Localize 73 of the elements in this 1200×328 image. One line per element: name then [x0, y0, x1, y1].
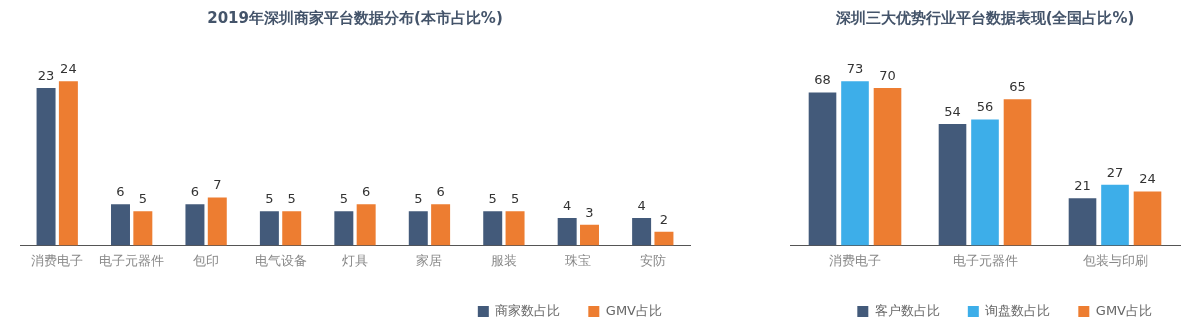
bar	[356, 204, 376, 246]
x-tick-label: 消费电子	[829, 252, 881, 268]
data-label: 70	[879, 67, 896, 83]
data-label: 5	[339, 191, 348, 207]
data-label: 5	[488, 191, 497, 207]
data-label: 73	[846, 61, 864, 77]
data-label: 24	[1139, 171, 1156, 187]
bar	[431, 204, 451, 246]
bar	[1068, 198, 1097, 246]
chart-title: 2019年深圳商家平台数据分布(本市占比%)	[207, 8, 503, 27]
bar	[873, 87, 902, 246]
bar	[483, 211, 503, 246]
bar	[808, 92, 837, 246]
data-label: 5	[265, 191, 274, 207]
data-label: 2	[659, 211, 669, 227]
bar	[841, 81, 869, 246]
data-label: 6	[362, 184, 371, 200]
data-label: 5	[138, 191, 147, 207]
x-tick-label: 安防	[639, 252, 666, 268]
bar	[580, 224, 599, 246]
data-label: 54	[944, 103, 961, 119]
data-label: 5	[287, 191, 296, 207]
legend-label: 客户数占比	[874, 302, 940, 318]
bar	[133, 211, 153, 246]
data-label: 65	[1009, 79, 1026, 95]
data-label: 5	[414, 191, 423, 207]
data-label: 21	[1074, 178, 1091, 194]
bar	[505, 211, 525, 246]
x-tick-label: 电子元器件	[952, 252, 1018, 268]
bar	[334, 211, 354, 246]
legend-label: GMV占比	[1095, 302, 1152, 318]
legend-label: 询盘数占比	[985, 302, 1051, 318]
x-tick-label: 消费电子	[31, 252, 84, 268]
bar	[282, 211, 302, 246]
x-tick-label: 珠宝	[565, 252, 592, 268]
bar	[36, 87, 56, 246]
bar	[185, 204, 205, 246]
data-label: 6	[436, 184, 445, 200]
bar	[971, 119, 999, 246]
data-label: 3	[585, 204, 594, 220]
bar	[938, 123, 967, 246]
chart-title: 深圳三大优势行业平台数据表现(全国占比%)	[834, 8, 1135, 27]
bar	[207, 197, 227, 246]
bar	[58, 81, 78, 246]
bar	[632, 218, 652, 246]
data-label: 7	[213, 177, 222, 193]
data-label: 6	[190, 184, 200, 200]
bar	[1003, 99, 1032, 246]
legend-label: 商家数占比	[495, 302, 561, 318]
data-label: 4	[563, 197, 572, 213]
bar	[259, 211, 279, 246]
x-tick-label: 服装	[490, 252, 517, 268]
x-tick-label: 电子元器件	[99, 252, 165, 268]
data-label: 56	[976, 99, 994, 115]
data-label: 68	[814, 72, 831, 88]
data-label: 5	[510, 191, 520, 207]
x-tick-label: 灯具	[342, 252, 368, 268]
data-label: 6	[116, 184, 125, 200]
x-tick-label: 包装与印刷	[1082, 252, 1148, 268]
bar	[408, 211, 428, 246]
bar	[654, 231, 674, 246]
bar	[1101, 184, 1129, 246]
bar	[111, 204, 130, 246]
data-label: 23	[37, 67, 55, 83]
data-label: 4	[637, 197, 646, 213]
data-label: 27	[1106, 164, 1124, 180]
legend-label: GMV占比	[605, 302, 662, 318]
data-label: 24	[60, 61, 77, 77]
x-tick-label: 家居	[416, 252, 443, 268]
x-tick-label: 包印	[193, 252, 220, 268]
bar	[1133, 191, 1162, 246]
x-tick-label: 电气设备	[254, 252, 307, 268]
bar	[557, 218, 577, 246]
